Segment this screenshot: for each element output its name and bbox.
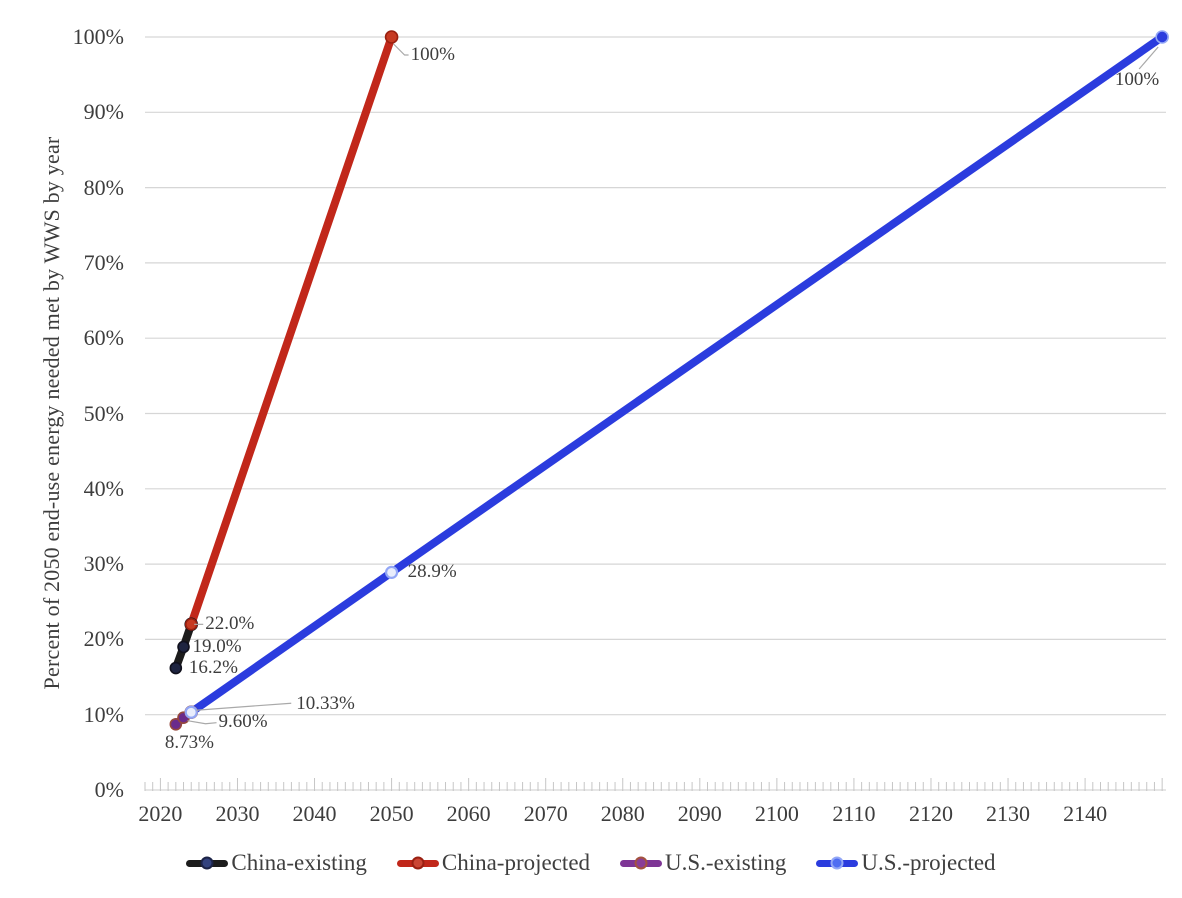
x-tick-label-2050: 2050 — [369, 801, 414, 826]
data-label-10-33: 10.33% — [296, 693, 355, 715]
y-tick-label-100: 100% — [72, 24, 124, 49]
leader-line-10-33 — [196, 702, 292, 711]
y-tick-label-30: 30% — [83, 551, 124, 577]
data-label-8-73: 8.73% — [164, 732, 214, 754]
x-tick-label-2020: 2020 — [138, 801, 183, 826]
marker-u-s-projected — [384, 565, 399, 579]
y-tick-label-90: 90% — [83, 99, 124, 125]
legend-swatch-icon — [620, 856, 663, 870]
legend-label: U.S.-existing — [665, 850, 787, 875]
legend-item-china-projected: China-projected — [396, 850, 591, 876]
legend-item-u-s-projected: U.S.-projected — [816, 850, 996, 876]
legend-label: China-existing — [231, 850, 367, 875]
x-tick-label-2090: 2090 — [677, 801, 722, 826]
legend-swatch-icon — [816, 856, 859, 870]
y-tick-label-40: 40% — [83, 475, 124, 501]
data-label-22-0: 22.0% — [205, 613, 255, 635]
x-tick-label-2060: 2060 — [446, 801, 491, 826]
y-tick-label-70: 70% — [83, 249, 124, 275]
x-tick-label-2130: 2130 — [986, 801, 1031, 826]
legend-marker-dot-icon — [830, 856, 844, 870]
x-tick-label-2080: 2080 — [600, 801, 645, 826]
x-tick-label-2040: 2040 — [292, 801, 337, 826]
legend-marker-dot-icon — [200, 856, 214, 870]
marker-china-existing — [177, 640, 190, 654]
y-tick-label-60: 60% — [83, 325, 124, 351]
data-label-9-60: 9.60% — [218, 710, 268, 732]
data-label-16-2: 16.2% — [188, 657, 238, 678]
x-tick-label-2110: 2110 — [832, 801, 876, 826]
marker-u-s-projected — [1155, 30, 1169, 44]
legend-swatch-icon — [186, 856, 229, 870]
marker-u-s-projected — [184, 705, 198, 719]
data-label-100: 100% — [1114, 69, 1160, 90]
legend-item-china-existing: China-existing — [186, 850, 367, 876]
y-tick-label-80: 80% — [83, 174, 124, 200]
y-tick-label-10: 10% — [83, 701, 124, 727]
legend-item-u-s-existing: U.S.-existing — [620, 850, 786, 876]
legend-swatch-icon — [396, 856, 439, 870]
legend-label: China-projected — [441, 850, 591, 875]
x-tick-label-2140: 2140 — [1063, 801, 1108, 826]
legend-label: U.S.-projected — [861, 850, 996, 875]
legend-marker-dot-icon — [634, 856, 648, 870]
marker-china-existing — [169, 661, 183, 675]
x-tick-label-2030: 2030 — [215, 801, 260, 826]
series-line-china-projected — [187, 33, 396, 629]
leader-line-100 — [393, 43, 409, 56]
data-label-28-9: 28.9% — [407, 561, 457, 583]
data-label-19-0: 19.0% — [192, 635, 242, 657]
legend: China-existing China-projected U.S.-existi… — [0, 843, 1182, 883]
x-tick-label-2070: 2070 — [523, 801, 568, 826]
leader-line-100 — [1138, 46, 1159, 70]
marker-china-projected — [384, 30, 399, 44]
y-tick-label-20: 20% — [83, 626, 124, 652]
data-label-100: 100% — [410, 44, 455, 65]
legend-marker-dot-icon — [411, 856, 425, 870]
leader-line-9-60 — [187, 720, 217, 725]
y-tick-label-0: 0% — [94, 777, 124, 802]
x-tick-label-2100: 2100 — [754, 801, 799, 826]
y-tick-label-50: 50% — [83, 400, 124, 426]
x-tick-label-2120: 2120 — [908, 801, 953, 826]
